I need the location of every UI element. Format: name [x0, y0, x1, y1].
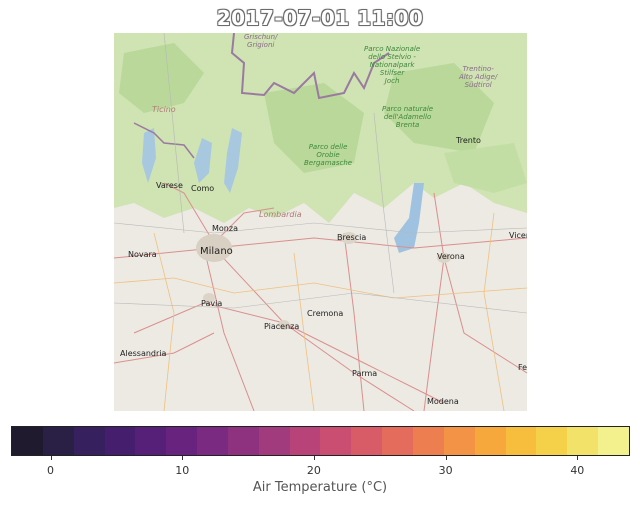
colorbar-segment: [289, 427, 321, 455]
map-title: 2017-07-01 11:00: [216, 6, 424, 30]
label-pavia: Pavia: [201, 299, 223, 308]
label-parma: Parma: [352, 369, 378, 378]
label-varese: Varese: [156, 181, 183, 190]
label-trento: Trento: [456, 136, 481, 145]
colorbar-segment: [536, 427, 568, 455]
label-trentino: Trentino- Alto Adige/ Südtirol: [459, 65, 498, 89]
label-alessandria: Alessandria: [120, 349, 167, 358]
colorbar-tick-label: 10: [175, 464, 190, 477]
label-monza: Monza: [212, 224, 238, 233]
colorbar-tick-label: 30: [438, 464, 453, 477]
label-adamello: Parco naturale dell'Adamello Brenta: [382, 105, 434, 129]
label-vicenza: Vicen: [509, 231, 527, 240]
label-como: Como: [191, 184, 215, 193]
colorbar-segment: [12, 427, 43, 455]
colorbar-segment: [135, 427, 167, 455]
colorbar-segment: [443, 427, 475, 455]
colorbar-segment: [42, 427, 74, 455]
basemap-graphic: [114, 33, 527, 411]
colorbar-tick-label: 0: [47, 464, 54, 477]
label-milano: Milano: [200, 246, 233, 257]
colorbar-tick: [50, 456, 52, 460]
colorbar-segment: [474, 427, 506, 455]
label-grischun: Grischun/ Grigioni: [244, 33, 278, 49]
label-lombardia: Lombardia: [259, 210, 302, 219]
colorbar-segment: [197, 427, 228, 455]
label-ferrara: Fe: [518, 363, 527, 372]
label-verona: Verona: [437, 252, 465, 261]
colorbar-segment: [412, 427, 444, 455]
colorbar-segment: [258, 427, 290, 455]
colorbar-segment: [598, 427, 629, 455]
colorbar-segment: [104, 427, 136, 455]
colorbar-segment: [567, 427, 599, 455]
colorbar-segment: [73, 427, 105, 455]
colorbar-tick-label: 20: [306, 464, 321, 477]
label-modena: Modena: [427, 397, 459, 406]
colorbar-tick: [182, 456, 184, 460]
colorbar-segment: [382, 427, 413, 455]
colorbar-segment: [505, 427, 537, 455]
label-brescia: Brescia: [337, 233, 367, 242]
label-stelvio: Parco Nazionale dello Stelvio - National…: [364, 45, 421, 85]
colorbar: [11, 426, 630, 456]
label-ticino: Ticino: [152, 105, 176, 114]
colorbar-segment: [320, 427, 352, 455]
colorbar-tick-label: 40: [570, 464, 585, 477]
colorbar-label: Air Temperature (°C): [252, 480, 388, 495]
label-orobie: Parco delle Orobie Bergamasche: [304, 143, 353, 167]
colorbar-tick: [577, 456, 579, 460]
label-piacenza: Piacenza: [264, 322, 300, 331]
colorbar-segment: [227, 427, 259, 455]
label-novara: Novara: [128, 250, 157, 259]
colorbar-tick: [313, 456, 315, 460]
colorbar-segment: [351, 427, 383, 455]
colorbar-segment: [166, 427, 198, 455]
label-cremona: Cremona: [307, 309, 344, 318]
colorbar-tick: [445, 456, 447, 460]
map-view[interactable]: Grischun/ Grigioni Parco Nazionale dello…: [114, 33, 527, 411]
